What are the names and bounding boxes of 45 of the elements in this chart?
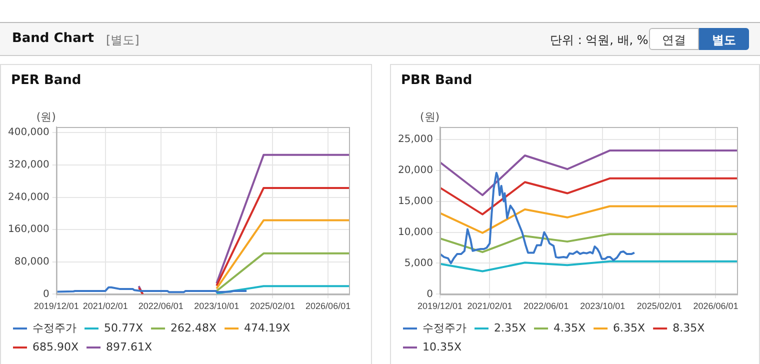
legend-label: 6.35X bbox=[613, 321, 646, 334]
x-tick-label: 2019/12/01 bbox=[417, 301, 463, 312]
chart-title: PBR Band bbox=[401, 73, 472, 88]
legend-label: 10.35X bbox=[422, 340, 462, 354]
y-axis-title: (원) bbox=[36, 110, 56, 124]
y-tick-label: 25,000 bbox=[398, 134, 433, 145]
x-tick-label: 2025/02/01 bbox=[636, 301, 682, 312]
x-tick-label: 2026/06/01 bbox=[306, 301, 351, 312]
legend-label: 685.90X bbox=[32, 340, 79, 354]
x-tick-label: 2021/02/01 bbox=[82, 301, 128, 312]
x-tick-label: 2021/02/01 bbox=[467, 301, 512, 312]
legend-label: 8.35X bbox=[672, 321, 706, 334]
chart-title: PER Band bbox=[11, 73, 82, 88]
legend-label: 4.35X bbox=[554, 321, 586, 334]
x-tick-label: 2025/02/01 bbox=[250, 301, 296, 312]
legend-label: 897.61X bbox=[106, 340, 153, 354]
legend-label: 수정주가 bbox=[32, 321, 76, 334]
legend-label: 2.35X bbox=[494, 321, 526, 334]
x-tick-label: 2019/12/01 bbox=[34, 301, 79, 312]
y-tick-label: 240,000 bbox=[8, 192, 50, 203]
x-tick-label: 2026/06/01 bbox=[693, 301, 738, 312]
y-tick-label: 320,000 bbox=[8, 160, 50, 171]
y-tick-label: 20,000 bbox=[398, 164, 433, 176]
text: Band Chart bbox=[12, 31, 94, 46]
x-tick-label: 2023/10/01 bbox=[580, 301, 626, 312]
x-tick-label: 2022/06/01 bbox=[138, 301, 184, 312]
x-tick-label: 2023/10/01 bbox=[194, 301, 240, 312]
y-tick-label: 15,000 bbox=[398, 196, 433, 207]
y-tick-label: 10,000 bbox=[398, 226, 433, 238]
y-tick-label: 0 bbox=[426, 288, 433, 300]
y-tick-label: 160,000 bbox=[8, 224, 50, 236]
y-tick-label: 80,000 bbox=[14, 256, 50, 268]
x-tick-label: 2022/06/01 bbox=[524, 301, 569, 312]
text: [별도] bbox=[106, 32, 140, 49]
legend-label: 수정주가 bbox=[422, 321, 466, 334]
text: 연결 bbox=[649, 28, 699, 50]
legend-label: 262.48X bbox=[170, 321, 218, 334]
y-tick-label: 5,000 bbox=[404, 258, 433, 269]
text: 별도 bbox=[699, 28, 749, 50]
text: 단위 : 억원, 배, % bbox=[550, 32, 648, 49]
legend-label: 474.19X bbox=[244, 321, 291, 334]
y-axis-title: (원) bbox=[420, 110, 440, 124]
y-tick-label: 400,000 bbox=[8, 127, 50, 138]
legend-label: 50.77X bbox=[104, 321, 144, 334]
y-tick-label: 0 bbox=[42, 288, 50, 300]
